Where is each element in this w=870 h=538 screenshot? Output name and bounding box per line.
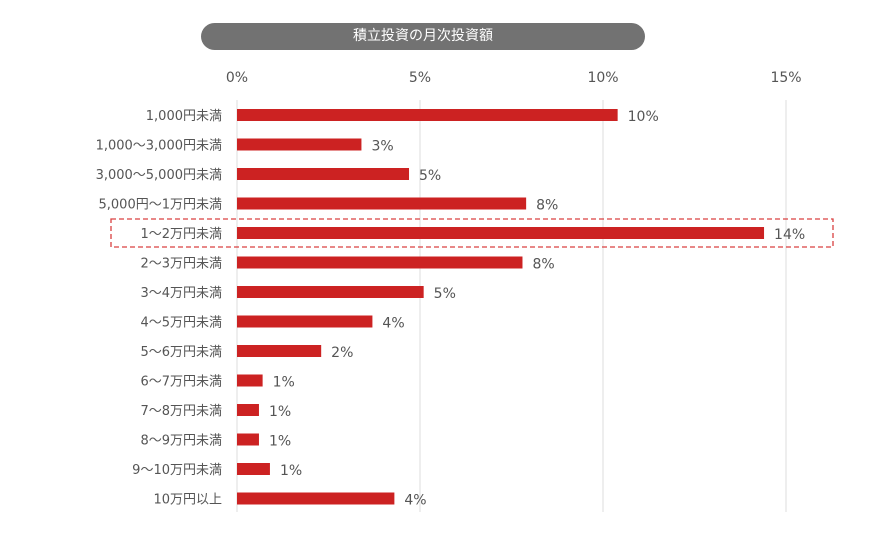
category-label: 7〜8万円未満 [140,404,222,419]
data-label: 4% [382,316,404,332]
category-label: 5,000円〜1万円未満 [99,198,223,213]
bar [237,138,362,151]
bar [237,286,424,298]
bar [237,168,410,180]
data-label: 4% [404,493,426,509]
category-label: 10万円以上 [153,493,222,508]
category-label: 9〜10万円未満 [132,463,222,478]
data-label: 1% [280,463,302,479]
bar [237,315,373,328]
x-tick-label: 0% [226,70,248,86]
category-label: 4〜5万円未満 [140,316,222,331]
category-label: 3,000〜5,000円未満 [96,168,222,183]
bar [237,463,270,475]
bar [237,197,527,210]
highlight-box [110,218,834,248]
bar [237,433,259,446]
data-label: 5% [419,168,441,184]
category-label: 1,000〜3,000円未満 [96,139,222,154]
x-tick-label: 15% [770,70,801,86]
category-label: 8〜9万円未満 [140,434,222,449]
bar [237,374,263,387]
bar [237,109,618,121]
category-label: 1〜2万円未満 [140,227,222,242]
data-label: 10% [628,109,659,125]
category-label: 2〜3万円未満 [140,257,222,272]
category-label: 6〜7万円未満 [140,375,222,390]
data-label: 1% [273,375,295,391]
bar [237,345,322,357]
x-tick-label: 5% [409,70,431,86]
category-label: 5〜6万円未満 [140,345,222,360]
data-label: 5% [434,286,456,302]
data-label: 8% [532,257,554,273]
bar [237,227,765,239]
data-label: 3% [371,139,393,155]
bar [237,404,259,416]
bar [237,492,395,505]
data-label: 2% [331,345,353,361]
category-label: 1,000円未満 [146,109,222,124]
x-tick-label: 10% [587,70,618,86]
data-label: 8% [536,198,558,214]
data-label: 14% [774,227,805,243]
category-label: 3〜4万円未満 [140,286,222,301]
bar [237,256,523,269]
data-label: 1% [269,434,291,450]
data-label: 1% [269,404,291,420]
chart-title: 積立投資の月次投資額 [201,23,645,50]
